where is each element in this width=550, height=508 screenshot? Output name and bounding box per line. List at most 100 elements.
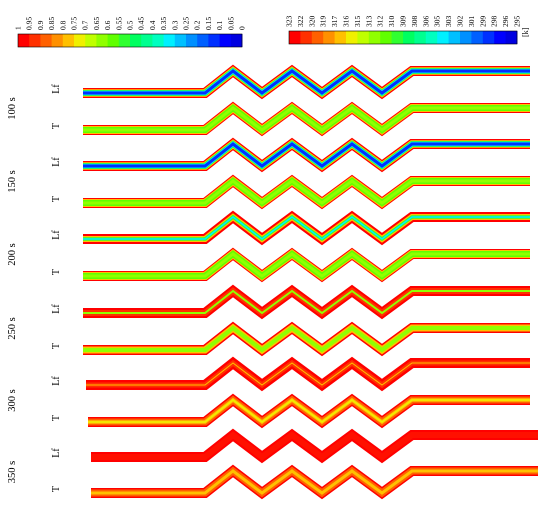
fraction-legend-tick-label: 0.5 [126, 20, 135, 30]
fraction-legend-swatch [51, 34, 64, 47]
row-label: T [51, 123, 62, 129]
channel-lf-contour [83, 64, 530, 100]
channel-lf-contour [86, 356, 530, 392]
temperature-legend-swatch [448, 31, 461, 44]
fraction-legend-swatch [186, 34, 198, 47]
temperature-legend-swatch [391, 31, 404, 44]
contour-band [86, 362, 530, 386]
channel-t-contour [83, 174, 530, 210]
temperature-legend-tick-label: 315 [353, 16, 362, 28]
contour-band [83, 179, 530, 205]
contour-band [83, 216, 530, 240]
time-label: 100 s [7, 97, 18, 119]
temperature-legend-tick-label: 301 [467, 16, 476, 28]
temperature-legend-tick-label: 302 [456, 16, 465, 28]
temperature-legend-tick-label: 308 [410, 16, 419, 28]
fraction-legend-swatch [174, 34, 187, 47]
fraction-legend-swatch [208, 34, 220, 47]
channel-lf-contour [83, 284, 530, 320]
temperature-legend-border [288, 30, 518, 45]
temperature-legend-swatch [403, 31, 415, 44]
fraction-legend-tick-label: 0.95 [25, 17, 34, 30]
fraction-legend-swatch [18, 34, 30, 47]
temperature-legend-tick-label: 306 [421, 16, 430, 28]
time-label: 250 s [7, 317, 18, 339]
row-label: Lf [51, 157, 62, 167]
temperature-legend-swatch [505, 31, 518, 44]
fraction-legend-swatch [219, 34, 232, 47]
channel-lf-contour [91, 428, 538, 464]
row-label: T [51, 486, 62, 492]
row-label: T [51, 269, 62, 275]
temperature-legend-swatch [334, 31, 347, 44]
channel-t-contour [83, 101, 530, 137]
contour-band [83, 325, 530, 353]
row-label: Lf [51, 304, 62, 314]
time-labels: 100 s 150 s 200 s 250 s 300 s 350 s [7, 97, 18, 483]
channel-contours [83, 64, 538, 500]
temperature-legend-swatch [437, 31, 449, 44]
contour-band [88, 399, 530, 423]
row-label: T [51, 415, 62, 421]
channel-lf-contour [83, 210, 530, 246]
temperature-legend-swatch [494, 31, 506, 44]
fraction-legend-tick-label: 0.9 [36, 20, 45, 30]
fraction-legend-tick-label: 0.4 [148, 20, 157, 30]
fraction-legend-tick-label: 0.8 [58, 20, 67, 30]
fraction-legend-swatch [163, 34, 176, 47]
contour-band [91, 469, 538, 495]
fraction-legend-swatch [40, 34, 52, 47]
fraction-legend-border [17, 33, 243, 48]
channel-t-contour [91, 464, 538, 500]
channel-lf-contour [83, 137, 530, 173]
temperature-legend-tick-label: 303 [444, 16, 453, 28]
fraction-legend-tick-label: 0.35 [159, 17, 168, 30]
fraction-legend-swatch [107, 34, 120, 47]
temperature-legend-tick-label: 323 [285, 16, 294, 28]
fraction-legend-swatch [130, 34, 142, 47]
fraction-legend-swatch [141, 34, 153, 47]
temperature-legend-tick-label: 317 [330, 16, 339, 28]
fraction-legend-swatch [197, 34, 209, 47]
channel-t-contour [83, 247, 530, 283]
temperature-legend-tick-label: 295 [513, 16, 522, 28]
temperature-legend-tick-label: 313 [364, 16, 373, 28]
temperature-legend-swatch [414, 31, 427, 44]
fraction-legend-swatch [152, 34, 164, 47]
channel-t-contour [88, 393, 530, 429]
row-label: Lf [51, 84, 62, 94]
temperature-legend-tick-label: 296 [501, 16, 510, 27]
temperature-unit-label: [k] [521, 27, 530, 37]
temperature-legend-swatch [368, 31, 381, 44]
time-label: 200 s [7, 243, 18, 265]
fraction-legend-tick-label: 0.25 [182, 17, 191, 30]
fraction-legend-tick-label: 0.3 [170, 20, 179, 30]
fraction-legend-tick-label: 1 [14, 26, 23, 30]
fraction-legend-tick-label: 0.45 [137, 17, 146, 30]
row-labels: Lf T Lf T Lf T Lf T Lf T Lf T [51, 84, 62, 492]
row-label: Lf [51, 376, 62, 386]
contour-band [83, 142, 530, 168]
fraction-legend-swatch [74, 34, 86, 47]
contour-band [83, 289, 530, 315]
fraction-legend-tick-label: 0 [238, 26, 247, 30]
fraction-legend-tick-label: 0.7 [81, 20, 90, 30]
fraction-legend-tick-label: 0.55 [114, 17, 123, 30]
row-label: T [51, 343, 62, 349]
temperature-legend-swatch [471, 31, 484, 44]
temperature-legend-tick-label: 305 [433, 16, 442, 28]
temperature-legend-swatch [311, 31, 324, 44]
fraction-legend-tick-label: 0.1 [215, 20, 224, 30]
fraction-legend-swatch [62, 34, 75, 47]
fraction-legend-swatch [96, 34, 108, 47]
fraction-legend-swatch [118, 34, 131, 47]
row-label: Lf [51, 448, 62, 458]
temperature-legend-tick-label: 320 [307, 16, 316, 28]
time-label: 300 s [7, 389, 18, 411]
temperature-legend-swatch [482, 31, 495, 44]
row-label: T [51, 196, 62, 202]
temperature-legend-swatch [357, 31, 370, 44]
temperature-legend-tick-label: 310 [387, 16, 396, 28]
temperature-legend-tick-label: 312 [376, 16, 385, 28]
